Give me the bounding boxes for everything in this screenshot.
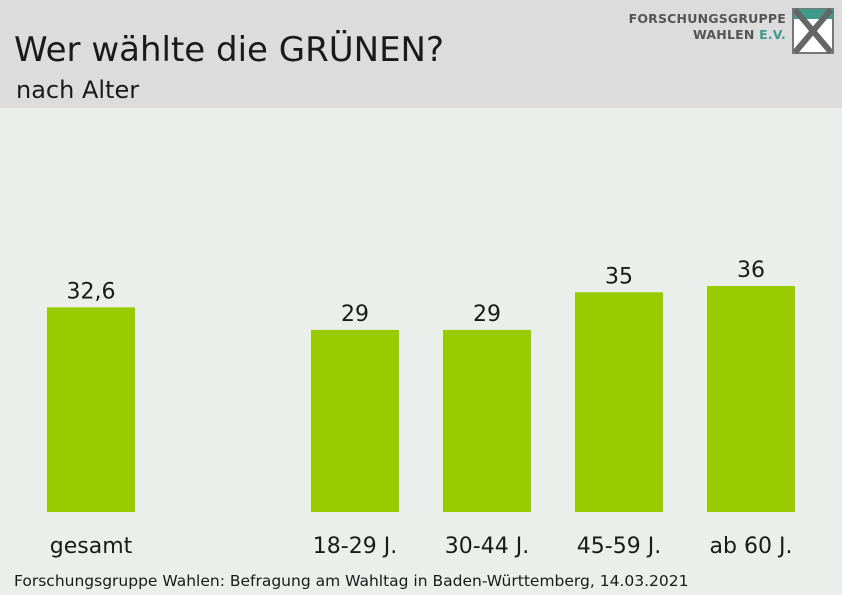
bar-chart: 32,6 gesamt 29 18-29 J. 29 30-44 J. 35 45-59 J.… (0, 108, 842, 568)
category-label: ab 60 J. (710, 534, 793, 559)
logo-line1: FORSCHUNGSGRUPPE (628, 11, 786, 26)
fgw-logo-icon (792, 8, 834, 54)
logo-line2-suffix: E.V. (759, 27, 786, 42)
bar-value-label: 32,6 (67, 279, 116, 304)
category-label: 18-29 J. (313, 534, 397, 559)
bar-4 (575, 292, 663, 512)
bar-value-label: 29 (473, 302, 501, 327)
category-label: 45-59 J. (577, 534, 661, 559)
category-label: 30-44 J. (445, 534, 529, 559)
bar-value-label: 29 (341, 302, 369, 327)
bar-value-label: 36 (737, 258, 765, 283)
bar-2 (311, 329, 399, 512)
logo-line2-name: WAHLEN (693, 27, 755, 42)
chart-title: Wer wählte die GRÜNEN? (14, 30, 445, 70)
bar-1 (47, 307, 135, 512)
bar-5 (707, 286, 795, 512)
logo-text: FORSCHUNGSGRUPPE WAHLEN E.V. (629, 11, 786, 43)
bar-3 (443, 329, 531, 512)
bar-value-label: 35 (605, 264, 633, 289)
chart-subtitle: nach Alter (16, 76, 140, 104)
bar-chart-svg: 32,6 gesamt 29 18-29 J. 29 30-44 J. 35 45-59 J.… (47, 258, 795, 559)
category-label: gesamt (50, 534, 133, 559)
source-footnote: Forschungsgruppe Wahlen: Befragung am Wa… (14, 572, 689, 590)
chart-header: Wer wählte die GRÜNEN? nach Alter FORSCH… (0, 0, 842, 108)
publisher-logo: FORSCHUNGSGRUPPE WAHLEN E.V. (629, 8, 834, 56)
logo-line2: WAHLEN E.V. (629, 27, 786, 43)
